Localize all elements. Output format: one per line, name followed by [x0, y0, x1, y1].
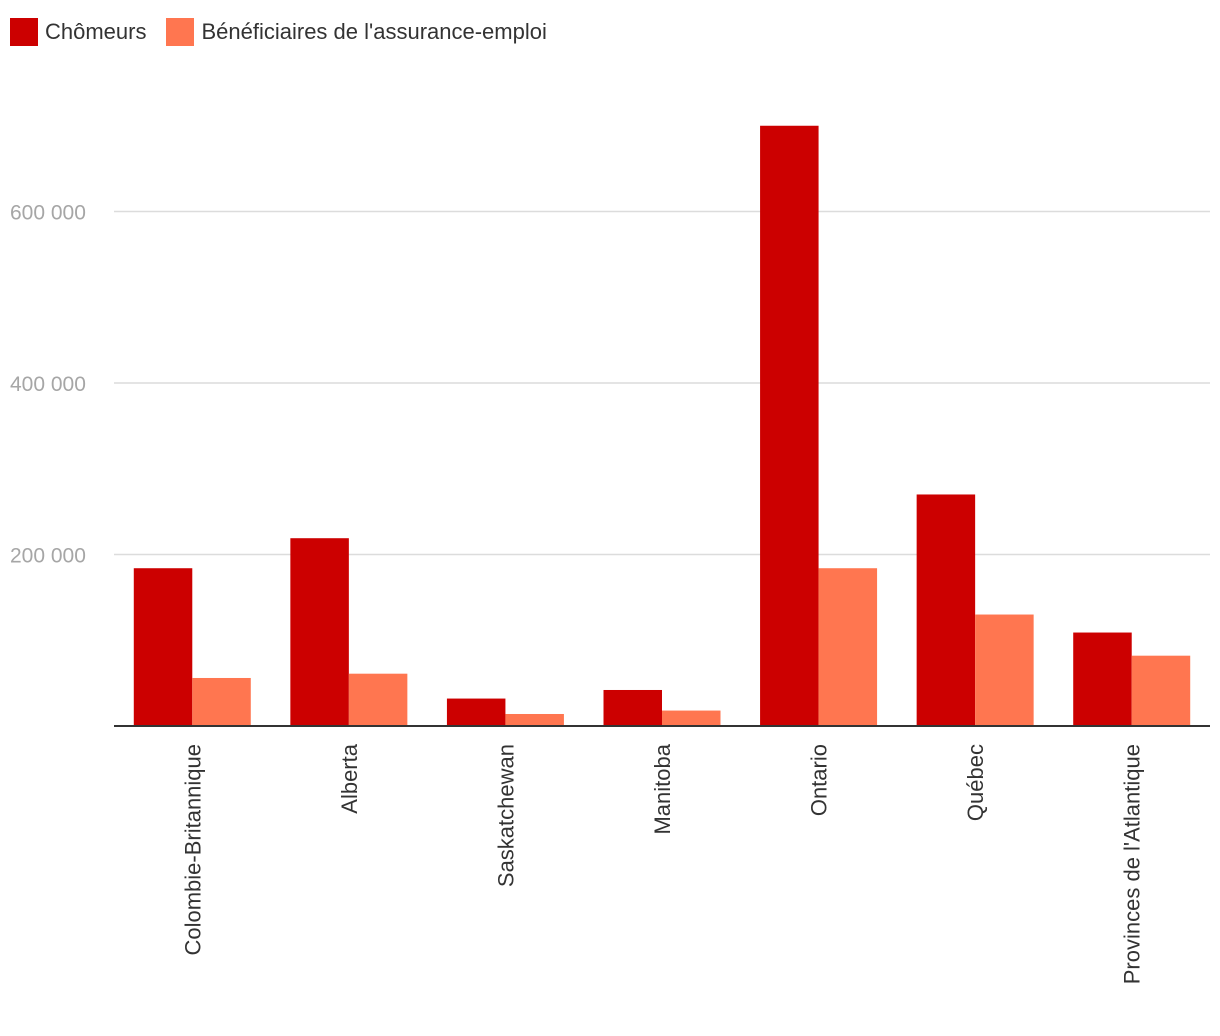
bar-chomeurs[interactable]	[290, 538, 349, 726]
x-tick-label: Saskatchewan	[493, 744, 518, 887]
y-tick-label: 400 000	[10, 373, 86, 396]
bar-beneficiaires[interactable]	[662, 710, 721, 726]
x-tick-label: Ontario	[807, 744, 832, 816]
legend-swatch-chomeurs	[10, 18, 38, 46]
bar-chomeurs[interactable]	[446, 698, 506, 726]
x-tick-label: Québec	[963, 744, 988, 821]
chart-legend: Chômeurs Bénéficiaires de l'assurance-em…	[10, 18, 567, 46]
bar-chomeurs[interactable]	[1073, 632, 1132, 726]
bar-beneficiaires[interactable]	[1131, 655, 1191, 726]
y-tick-label: 600 000	[10, 202, 86, 225]
bar-chomeurs[interactable]	[916, 494, 976, 726]
y-axis-ticks: 200 000 400 000 600 000	[10, 202, 86, 568]
x-axis-ticks: Colombie-Britannique Alberta Saskatchewan M…	[180, 743, 1144, 984]
gridlines	[114, 210, 1210, 556]
y-tick-label: 200 000	[10, 545, 86, 568]
legend-swatch-beneficiaires	[166, 18, 195, 46]
bar-chomeurs[interactable]	[760, 125, 819, 726]
bar-chomeurs[interactable]	[133, 568, 193, 726]
x-tick-label: Provinces de l'Atlantique	[1120, 744, 1145, 984]
legend-label-chomeurs: Chômeurs	[45, 19, 147, 44]
bar-chomeurs[interactable]	[603, 689, 663, 726]
x-tick-label: Alberta	[337, 743, 362, 813]
bar-beneficiaires[interactable]	[192, 677, 251, 726]
legend-item-chomeurs[interactable]: Chômeurs	[10, 18, 146, 46]
x-tick-label: Colombie-Britannique	[180, 744, 205, 956]
bar-series	[133, 125, 1191, 726]
legend-item-beneficiaires[interactable]: Bénéficiaires de l'assurance-emploi	[166, 18, 547, 46]
x-tick-label: Manitoba	[650, 743, 675, 834]
legend-label-beneficiaires: Bénéficiaires de l'assurance-emploi	[201, 19, 547, 44]
bar-beneficiaires[interactable]	[348, 673, 408, 726]
bar-beneficiaires[interactable]	[505, 713, 564, 726]
bar-beneficiaires[interactable]	[975, 614, 1034, 726]
bar-beneficiaires[interactable]	[818, 568, 878, 726]
